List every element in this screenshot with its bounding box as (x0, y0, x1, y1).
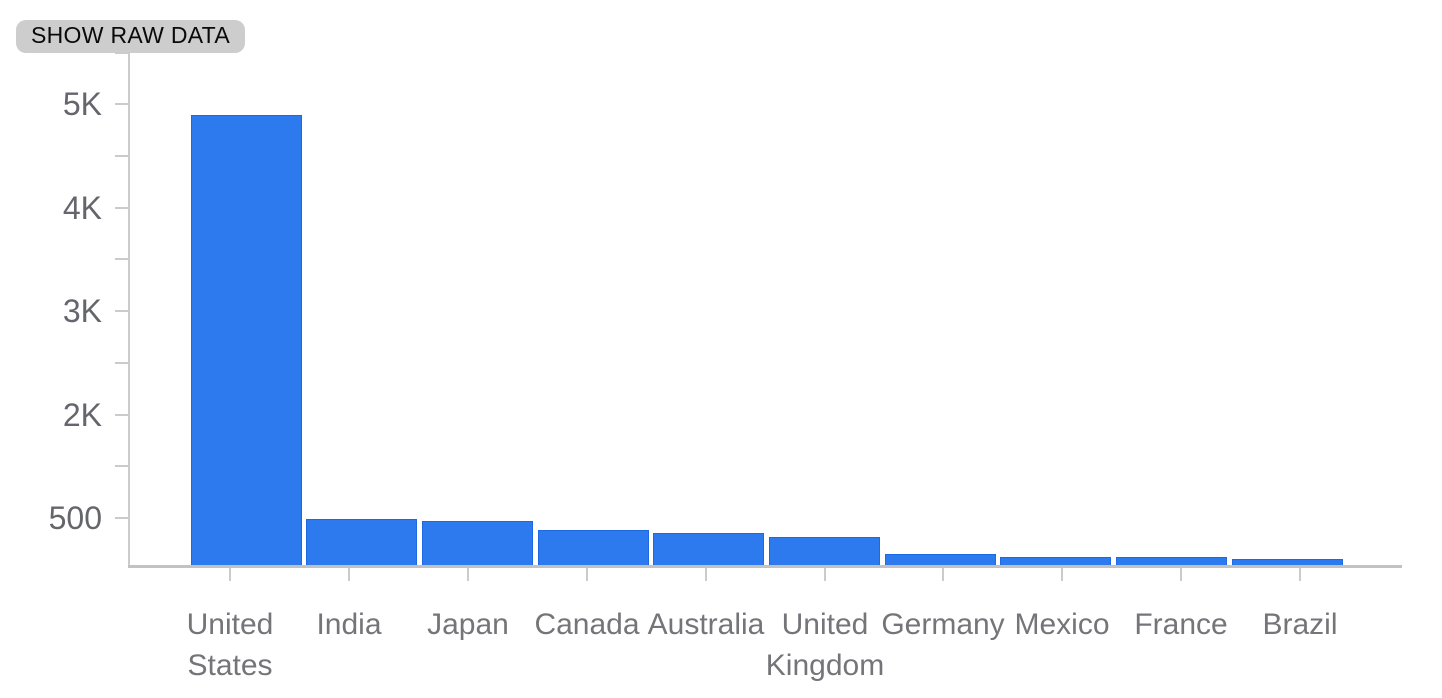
bar[interactable] (191, 115, 302, 565)
y-axis-tick (115, 207, 128, 209)
x-axis-tick (229, 568, 231, 581)
x-tick-label: United Kingdom (765, 608, 885, 682)
x-tick-label: United States (186, 608, 274, 682)
y-axis-tick (115, 258, 128, 260)
y-axis-tick (115, 517, 128, 519)
bar[interactable] (538, 530, 649, 565)
y-tick-label: 5K (62, 86, 102, 122)
bar[interactable] (653, 533, 764, 565)
x-axis-tick (942, 568, 944, 581)
y-axis-tick (115, 465, 128, 467)
x-axis-line (128, 565, 1402, 568)
y-axis-tick (115, 155, 128, 157)
bar[interactable] (1232, 559, 1343, 565)
y-tick-label: 2K (62, 397, 102, 433)
x-axis-tick (824, 568, 826, 581)
y-axis-tick (115, 414, 128, 416)
x-tick-label: Canada (534, 608, 640, 641)
x-tick-label: Australia (647, 608, 765, 641)
bar[interactable] (1000, 557, 1111, 565)
x-axis-tick (586, 568, 588, 581)
x-tick-label: Mexico (1014, 608, 1110, 641)
x-tick-label: France (1134, 608, 1228, 641)
bar[interactable] (306, 519, 417, 565)
y-tick-label: 4K (62, 190, 102, 226)
x-axis-tick (467, 568, 469, 581)
x-axis-tick (348, 568, 350, 581)
x-axis-tick (1180, 568, 1182, 581)
x-axis-tick (1061, 568, 1063, 581)
y-axis-tick (115, 310, 128, 312)
bar[interactable] (422, 521, 533, 565)
y-tick-label: 500 (48, 500, 102, 536)
y-tick-label: 3K (62, 293, 102, 329)
x-axis-tick (705, 568, 707, 581)
y-axis-tick (115, 362, 128, 364)
x-tick-label: Germany (881, 608, 1005, 641)
x-tick-label: India (316, 608, 382, 641)
x-tick-label: Japan (427, 608, 509, 641)
bar[interactable] (885, 554, 996, 565)
y-axis-top-tick (115, 52, 128, 54)
x-axis-tick (1299, 568, 1301, 581)
show-raw-data-button[interactable]: SHOW RAW DATA (16, 20, 245, 54)
x-tick-label: Brazil (1262, 608, 1338, 641)
y-axis-tick (115, 103, 128, 105)
bar[interactable] (1116, 557, 1227, 565)
bar[interactable] (769, 537, 880, 565)
y-axis-line (128, 52, 130, 568)
